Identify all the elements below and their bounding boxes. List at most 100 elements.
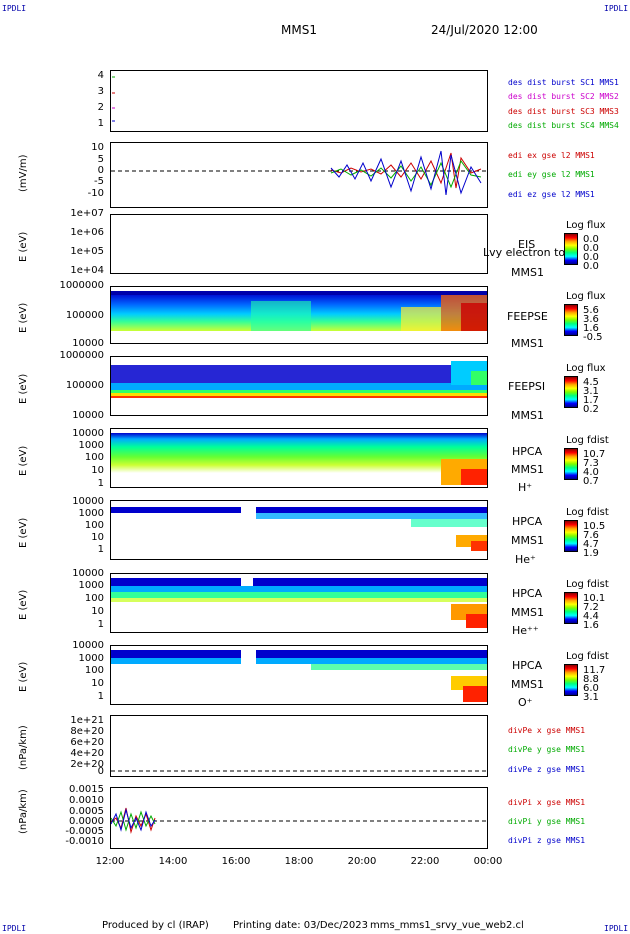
- corner-br-label: IPDLI: [604, 924, 629, 933]
- p9-ylabel: (nPa/km): [18, 725, 29, 770]
- species-label: He⁺: [515, 553, 536, 566]
- colorbar: [564, 520, 578, 552]
- panel-edi: [110, 142, 488, 208]
- x-tick: 16:00: [221, 856, 251, 867]
- panel-eis: [110, 214, 488, 274]
- legend-item: des dist burst SC1 MMS1: [508, 78, 619, 87]
- legend-item: edi ez gse l2 MMS1: [508, 190, 595, 199]
- p8-ylabel: E (eV): [18, 661, 29, 692]
- x-tick: 20:00: [347, 856, 377, 867]
- spacecraft-label: MMS1: [511, 678, 544, 691]
- p2-tick: 1e+05: [70, 246, 104, 257]
- x-tick: 22:00: [410, 856, 440, 867]
- hpca-o-spectrogram: [111, 650, 487, 702]
- panel-divpe: [110, 715, 488, 777]
- edi-plot: [111, 150, 487, 196]
- p5-ylabel: E (eV): [18, 445, 29, 476]
- overlay-label: Lvy electron to: [483, 246, 566, 259]
- p1-tick: -5: [94, 176, 104, 187]
- colorbar-title: Log fdist: [566, 651, 609, 662]
- p7-tick: 10: [91, 606, 104, 617]
- colorbar: [564, 664, 578, 696]
- panel-hpca-h: [110, 428, 488, 488]
- p3-ylabel: E (eV): [18, 302, 29, 333]
- colorbar-value: 1.7: [583, 395, 599, 406]
- p6-tick: 10000: [72, 496, 104, 507]
- p9-tick: 8e+20: [70, 726, 104, 737]
- p10-tick: 0.0015: [69, 784, 104, 795]
- p9-tick: 0: [97, 766, 104, 777]
- p9-tick: 4e+20: [70, 748, 104, 759]
- p5-tick: 1000: [78, 440, 104, 451]
- p3-tick: 100000: [65, 310, 104, 321]
- colorbar-value: 4.4: [583, 611, 599, 622]
- colorbar-title: Log fdist: [566, 507, 609, 518]
- panel-burst: [110, 70, 488, 132]
- colorbar-value: 0.7: [583, 476, 599, 487]
- p10-tick: 0.0005: [69, 806, 104, 817]
- p8-tick: 10000: [72, 640, 104, 651]
- colorbar-value: 10.1: [583, 593, 606, 604]
- p9-tick: 1e+21: [70, 715, 104, 726]
- corner-tr-label: IPDLI: [604, 4, 629, 13]
- legend-item: edi ex gse l2 MMS1: [508, 151, 595, 160]
- p7-tick: 10000: [72, 568, 104, 579]
- colorbar-value: 7.3: [583, 458, 599, 469]
- colorbar-value: 7.6: [583, 530, 599, 541]
- p3-tick: 1000000: [59, 280, 104, 291]
- colorbar-value: -0.5: [583, 332, 603, 343]
- p5-tick: 10000: [72, 428, 104, 439]
- hpca-he2-spectrogram: [111, 578, 487, 628]
- p5-tick: 100: [84, 452, 104, 463]
- colorbar: [564, 376, 578, 408]
- p8-tick: 10: [91, 678, 104, 689]
- species-label: O⁺: [518, 696, 533, 709]
- p7-ylabel: E (eV): [18, 589, 29, 620]
- colorbar-value: 3.6: [583, 314, 599, 325]
- panel-hpca-he2: [110, 573, 488, 633]
- p3-tick: 10000: [72, 338, 104, 349]
- p1-tick: 5: [97, 154, 104, 165]
- colorbar-value: 0.0: [583, 252, 599, 263]
- p0-tick: 2: [97, 102, 104, 113]
- divpe-plot: [111, 770, 487, 772]
- p6-ylabel: E (eV): [18, 517, 29, 548]
- colorbar: [564, 592, 578, 624]
- p9-tick: 6e+20: [70, 737, 104, 748]
- x-tick: 14:00: [158, 856, 188, 867]
- colorbar-value: 4.0: [583, 467, 599, 478]
- colorbar-value: 0.2: [583, 404, 599, 415]
- p2-tick: 1e+06: [70, 227, 104, 238]
- legend-item: des dist burst SC2 MMS2: [508, 92, 619, 101]
- instrument-label: HPCA: [512, 659, 543, 672]
- hpca-he-spectrogram: [111, 507, 487, 551]
- p1-tick: 10: [91, 142, 104, 153]
- p6-tick: 100: [84, 520, 104, 531]
- colorbar: [564, 233, 578, 265]
- footer-produced: Produced by cl (IRAP): [102, 920, 209, 931]
- instrument-label: FEEPSI: [508, 380, 546, 393]
- panel-feepse: [110, 286, 488, 344]
- p6-tick: 1000: [78, 508, 104, 519]
- panel-hpca-o: [110, 645, 488, 705]
- datetime-title: 24/Jul/2020 12:00: [431, 23, 538, 37]
- colorbar-value: 1.9: [583, 548, 599, 559]
- p4-tick: 10000: [72, 410, 104, 421]
- p7-tick: 1000: [78, 580, 104, 591]
- legend-item: divPe z gse MMS1: [508, 765, 586, 774]
- p0-tick: 1: [97, 118, 104, 129]
- p8-tick: 100: [84, 665, 104, 676]
- colorbar-title: Log flux: [566, 363, 606, 374]
- footer-filename: mms_mms1_srvy_vue_web2.cl: [370, 920, 524, 931]
- colorbar-value: 4.7: [583, 539, 599, 550]
- corner-bl-label: IPDLI: [2, 924, 27, 933]
- divpi-plot: [111, 807, 487, 834]
- spacecraft-label: MMS1: [511, 534, 544, 547]
- p10-tick: 0.0010: [69, 795, 104, 806]
- p9-tick: 2e+20: [70, 759, 104, 770]
- species-label: H⁺: [518, 481, 533, 494]
- colorbar-value: 6.0: [583, 683, 599, 694]
- burst-plot: [112, 76, 115, 122]
- colorbar-title: Log fdist: [566, 579, 609, 590]
- colorbar-value: 1.6: [583, 323, 599, 334]
